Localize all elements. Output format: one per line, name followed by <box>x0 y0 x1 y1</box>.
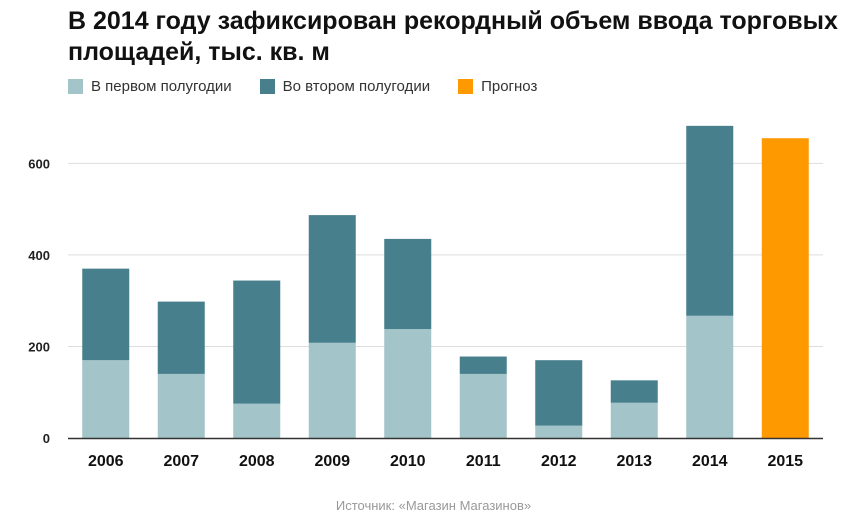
legend: В первом полугодии Во втором полугодии П… <box>68 76 565 96</box>
bar-segment <box>157 373 205 438</box>
legend-label-first-half: В первом полугодии <box>91 77 232 95</box>
x-tick-label: 2011 <box>466 453 501 470</box>
bar-segment <box>535 425 583 438</box>
bar-segment <box>233 280 281 404</box>
bar-segment <box>157 301 205 374</box>
chart-title: В 2014 году зафиксирован рекордный объем… <box>68 7 838 66</box>
legend-item-second-half: Во втором полугодии <box>259 77 431 95</box>
y-tick-label: 200 <box>28 339 50 354</box>
bar-chart: 0 200 400 600 2006 2007 2008 2009 2010 2011 2012 20… <box>28 125 823 470</box>
bar-segment <box>686 125 734 316</box>
x-tick-label: 2014 <box>692 453 728 470</box>
bar-segment <box>384 329 432 438</box>
source-note: Источник: «Магазин Магазинов» <box>335 498 532 513</box>
bar-segment <box>610 402 658 438</box>
bar-segment <box>82 268 130 361</box>
bar-segment <box>535 360 583 426</box>
bar-segment <box>459 356 507 374</box>
x-tick-label: 2012 <box>541 453 577 470</box>
legend-swatch-forecast <box>458 78 474 94</box>
bar-segment <box>308 215 356 343</box>
y-tick-label: 400 <box>28 248 50 263</box>
x-tick-label: 2008 <box>239 453 275 470</box>
legend-item-first-half: В первом полугодии <box>68 78 232 95</box>
bar-segment <box>308 342 356 438</box>
bar-segment <box>761 138 809 439</box>
x-tick-label: 2006 <box>88 453 124 470</box>
bar-segment <box>686 315 734 438</box>
x-tick-label: 2013 <box>616 453 652 470</box>
y-tick-label: 0 <box>43 431 50 446</box>
bar-segment <box>233 403 281 438</box>
bar-segment <box>459 373 507 438</box>
x-tick-label: 2010 <box>390 453 426 470</box>
legend-swatch-first-half <box>68 78 83 94</box>
x-tick-label: 2007 <box>163 453 199 470</box>
y-tick-label: 600 <box>28 156 50 171</box>
legend-item-forecast: Прогноз <box>458 78 537 95</box>
legend-swatch-second-half <box>259 78 275 94</box>
bar-segment <box>610 380 658 403</box>
legend-label-second-half: Во втором полугодии <box>282 77 431 95</box>
x-tick-label: 2009 <box>314 453 350 470</box>
bar-segment <box>384 238 432 330</box>
legend-label-forecast: Прогноз <box>481 77 538 95</box>
bar-segment <box>82 360 130 438</box>
x-tick-label: 2015 <box>767 453 803 470</box>
